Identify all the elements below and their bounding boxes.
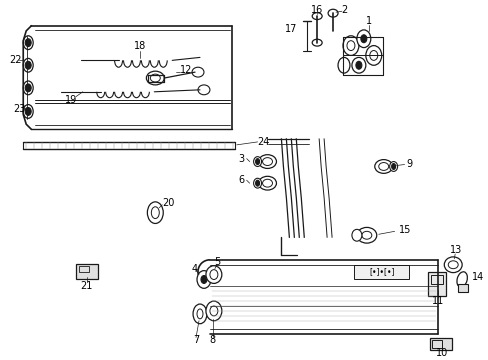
Ellipse shape: [374, 159, 392, 174]
Ellipse shape: [456, 272, 467, 287]
Text: 12: 12: [180, 65, 192, 75]
Ellipse shape: [193, 304, 206, 324]
Ellipse shape: [361, 231, 371, 239]
Ellipse shape: [209, 270, 218, 279]
Ellipse shape: [146, 71, 164, 85]
Ellipse shape: [25, 108, 31, 115]
Ellipse shape: [197, 309, 203, 319]
Text: 16: 16: [310, 5, 323, 15]
Text: 9: 9: [406, 158, 412, 168]
Ellipse shape: [444, 257, 461, 273]
Ellipse shape: [253, 178, 261, 188]
Ellipse shape: [151, 207, 159, 219]
Ellipse shape: [351, 57, 365, 73]
Ellipse shape: [327, 9, 337, 17]
Bar: [431, 341, 441, 348]
Text: 14: 14: [471, 271, 483, 282]
Ellipse shape: [369, 50, 377, 60]
Text: 18: 18: [134, 41, 146, 51]
Ellipse shape: [197, 271, 210, 288]
Ellipse shape: [346, 41, 354, 50]
Ellipse shape: [255, 180, 259, 186]
Ellipse shape: [356, 30, 370, 48]
Bar: [79, 266, 89, 272]
Text: 15: 15: [398, 225, 410, 235]
Bar: [353, 265, 407, 279]
Text: 23: 23: [13, 104, 25, 114]
Ellipse shape: [201, 275, 206, 283]
Ellipse shape: [258, 155, 276, 168]
Ellipse shape: [192, 67, 203, 77]
Text: [•]•[•]: [•]•[•]: [368, 267, 394, 276]
Ellipse shape: [23, 36, 33, 50]
Ellipse shape: [25, 84, 31, 92]
Text: 22: 22: [9, 55, 21, 66]
Ellipse shape: [447, 261, 457, 269]
Ellipse shape: [262, 158, 272, 166]
Ellipse shape: [389, 162, 397, 171]
Ellipse shape: [311, 39, 322, 46]
Ellipse shape: [356, 228, 376, 243]
Text: 7: 7: [192, 336, 199, 345]
Text: 6: 6: [238, 175, 244, 185]
Ellipse shape: [25, 39, 31, 46]
Ellipse shape: [258, 176, 276, 190]
Text: 20: 20: [162, 198, 174, 208]
Ellipse shape: [253, 157, 261, 166]
Ellipse shape: [378, 163, 388, 170]
Ellipse shape: [147, 202, 163, 224]
Ellipse shape: [337, 57, 349, 73]
Ellipse shape: [198, 85, 209, 95]
Text: 21: 21: [81, 282, 93, 291]
Ellipse shape: [23, 104, 33, 118]
Ellipse shape: [342, 36, 358, 55]
Text: 3: 3: [238, 154, 244, 163]
Ellipse shape: [311, 13, 322, 19]
Text: 5: 5: [213, 257, 220, 267]
Bar: [430, 275, 443, 284]
Text: 11: 11: [431, 296, 444, 306]
Text: 17: 17: [285, 24, 297, 34]
Ellipse shape: [205, 301, 222, 321]
Ellipse shape: [209, 306, 218, 316]
Bar: [429, 338, 451, 350]
Text: 2: 2: [340, 5, 346, 15]
Ellipse shape: [360, 35, 366, 43]
Ellipse shape: [205, 266, 222, 283]
Text: 8: 8: [209, 336, 216, 345]
Ellipse shape: [150, 74, 160, 82]
Ellipse shape: [25, 61, 31, 69]
Text: 24: 24: [257, 137, 269, 147]
Bar: [457, 284, 467, 292]
Ellipse shape: [351, 229, 361, 241]
Text: 13: 13: [449, 245, 461, 255]
Bar: [76, 264, 98, 279]
Bar: [427, 272, 446, 296]
Ellipse shape: [365, 46, 381, 65]
Text: 10: 10: [435, 348, 447, 358]
Ellipse shape: [391, 163, 395, 170]
Text: 4: 4: [192, 264, 198, 274]
Ellipse shape: [255, 159, 259, 165]
Text: 1: 1: [365, 16, 371, 26]
Text: 19: 19: [64, 95, 77, 105]
Ellipse shape: [23, 81, 33, 95]
Ellipse shape: [355, 61, 361, 69]
Ellipse shape: [23, 58, 33, 72]
Ellipse shape: [262, 179, 272, 187]
